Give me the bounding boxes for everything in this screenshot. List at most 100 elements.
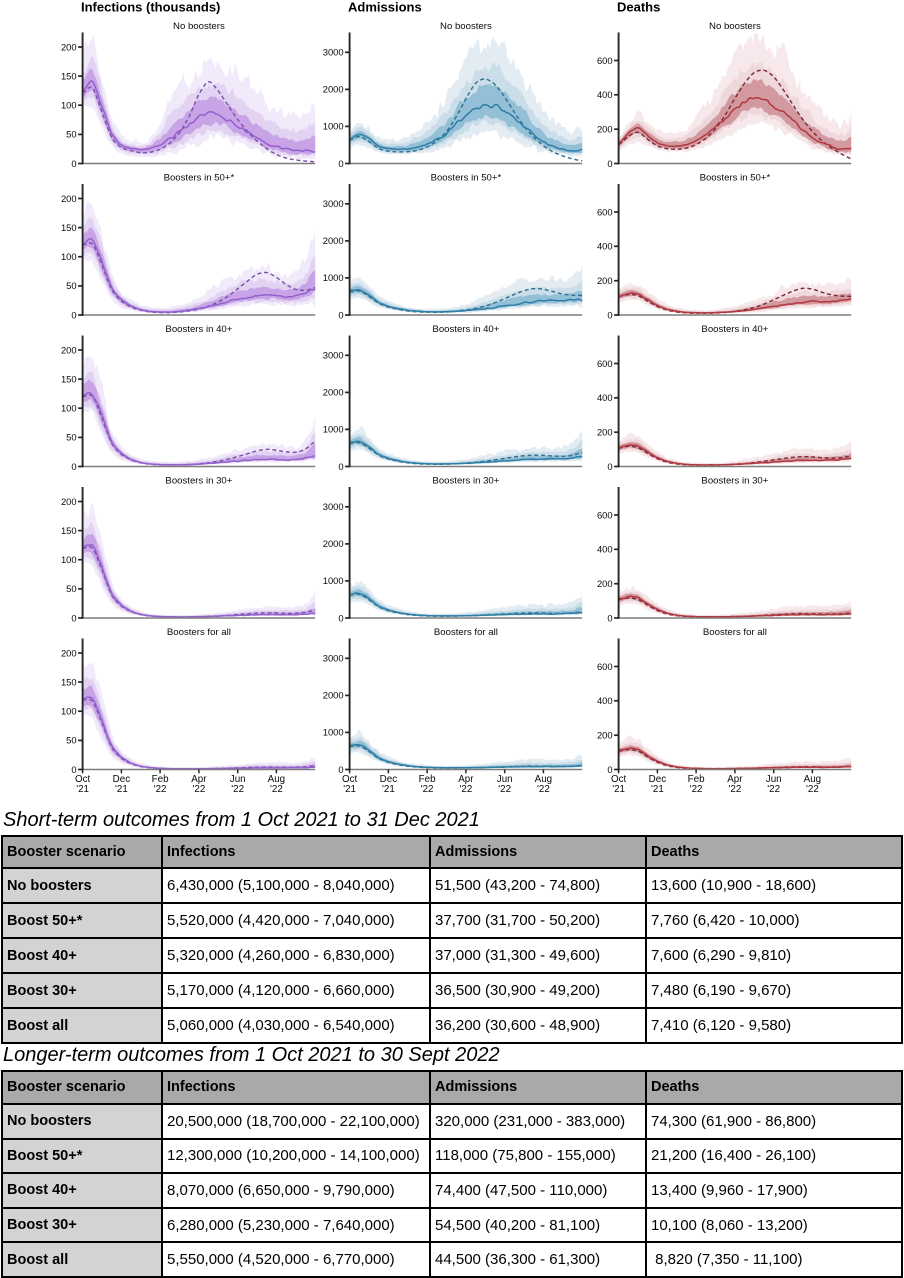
svg-text:'22: '22 [193, 784, 206, 795]
svg-text:0: 0 [71, 461, 76, 472]
svg-text:'21: '21 [612, 784, 625, 795]
svg-text:600: 600 [597, 509, 613, 520]
svg-text:2000: 2000 [323, 235, 344, 246]
svg-text:Boosters in 30+: Boosters in 30+ [165, 476, 232, 487]
svg-text:50: 50 [66, 432, 76, 443]
svg-text:Dec: Dec [380, 774, 398, 785]
svg-text:Feb: Feb [152, 774, 169, 785]
svg-text:0: 0 [338, 461, 343, 472]
svg-text:0: 0 [607, 461, 612, 472]
svg-text:600: 600 [597, 55, 613, 66]
svg-text:1000: 1000 [323, 121, 344, 132]
svg-text:Oct: Oct [342, 774, 358, 785]
svg-text:150: 150 [61, 373, 77, 384]
svg-text:150: 150 [61, 676, 77, 687]
svg-text:'22: '22 [690, 784, 703, 795]
svg-text:2000: 2000 [323, 538, 344, 549]
svg-text:0: 0 [607, 309, 612, 320]
svg-text:2000: 2000 [323, 387, 344, 398]
svg-text:'21: '21 [382, 784, 395, 795]
svg-text:2000: 2000 [323, 84, 344, 95]
svg-text:200: 200 [61, 193, 77, 204]
svg-text:3000: 3000 [323, 653, 344, 664]
svg-text:Dec: Dec [113, 774, 131, 785]
svg-text:0: 0 [71, 309, 76, 320]
svg-text:100: 100 [61, 554, 77, 565]
svg-text:0: 0 [607, 158, 612, 169]
svg-text:Jun: Jun [230, 774, 246, 785]
svg-text:Apr: Apr [191, 774, 207, 785]
svg-text:0: 0 [71, 612, 76, 623]
svg-text:600: 600 [597, 206, 613, 217]
svg-text:150: 150 [61, 222, 77, 233]
svg-text:'22: '22 [767, 784, 780, 795]
svg-text:400: 400 [597, 544, 613, 555]
svg-text:'22: '22 [729, 784, 742, 795]
svg-text:'22: '22 [460, 784, 473, 795]
svg-text:Dec: Dec [649, 774, 667, 785]
svg-text:150: 150 [61, 70, 77, 81]
svg-text:2000: 2000 [323, 690, 344, 701]
svg-text:Boosters for all: Boosters for all [167, 627, 231, 638]
svg-text:200: 200 [597, 730, 613, 741]
svg-text:Oct: Oct [611, 774, 627, 785]
svg-text:100: 100 [61, 706, 77, 717]
svg-text:1000: 1000 [323, 424, 344, 435]
svg-text:200: 200 [61, 41, 77, 52]
svg-text:50: 50 [66, 735, 76, 746]
svg-text:400: 400 [597, 241, 613, 252]
svg-text:'21: '21 [343, 784, 356, 795]
svg-text:0: 0 [607, 612, 612, 623]
svg-text:Boosters in 50+*: Boosters in 50+* [164, 173, 235, 184]
svg-text:'22: '22 [537, 784, 550, 795]
svg-text:200: 200 [597, 275, 613, 286]
svg-text:Aug: Aug [268, 774, 285, 785]
svg-text:Feb: Feb [419, 774, 436, 785]
svg-text:'21: '21 [76, 784, 89, 795]
svg-text:Boosters in 50+*: Boosters in 50+* [700, 173, 771, 184]
svg-text:200: 200 [61, 496, 77, 507]
svg-text:3000: 3000 [323, 501, 344, 512]
svg-text:Boosters in 30+: Boosters in 30+ [432, 476, 499, 487]
svg-text:200: 200 [61, 344, 77, 355]
svg-text:400: 400 [597, 392, 613, 403]
svg-text:100: 100 [61, 100, 77, 111]
svg-text:200: 200 [61, 647, 77, 658]
svg-text:'22: '22 [231, 784, 244, 795]
svg-text:0: 0 [71, 158, 76, 169]
svg-text:'21: '21 [651, 784, 664, 795]
svg-text:1000: 1000 [323, 272, 344, 283]
svg-text:0: 0 [338, 309, 343, 320]
svg-text:No boosters: No boosters [440, 21, 492, 32]
svg-text:Feb: Feb [688, 774, 705, 785]
svg-text:1000: 1000 [323, 575, 344, 586]
svg-text:Aug: Aug [804, 774, 821, 785]
svg-text:Apr: Apr [727, 774, 743, 785]
svg-text:Boosters in 40+: Boosters in 40+ [165, 324, 232, 335]
svg-text:0: 0 [71, 764, 76, 775]
svg-text:50: 50 [66, 280, 76, 291]
svg-text:Boosters in 50+*: Boosters in 50+* [431, 173, 502, 184]
svg-text:Deaths: Deaths [617, 0, 660, 15]
svg-text:'22: '22 [270, 784, 283, 795]
svg-text:No boosters: No boosters [709, 21, 761, 32]
svg-text:Boosters for all: Boosters for all [703, 627, 767, 638]
svg-text:400: 400 [597, 89, 613, 100]
svg-text:'22: '22 [498, 784, 511, 795]
svg-text:1000: 1000 [323, 727, 344, 738]
svg-text:0: 0 [338, 612, 343, 623]
svg-text:Boosters for all: Boosters for all [434, 627, 498, 638]
svg-text:600: 600 [597, 358, 613, 369]
svg-text:Infections (thousands): Infections (thousands) [81, 0, 220, 15]
svg-text:100: 100 [61, 403, 77, 414]
svg-text:600: 600 [597, 661, 613, 672]
svg-text:Boosters in 40+: Boosters in 40+ [701, 324, 768, 335]
svg-text:Admissions: Admissions [348, 0, 422, 15]
svg-text:50: 50 [66, 129, 76, 140]
svg-text:200: 200 [597, 578, 613, 589]
svg-text:3000: 3000 [323, 47, 344, 58]
svg-text:'22: '22 [806, 784, 819, 795]
svg-text:0: 0 [607, 764, 612, 775]
svg-text:Apr: Apr [458, 774, 474, 785]
svg-text:3000: 3000 [323, 198, 344, 209]
